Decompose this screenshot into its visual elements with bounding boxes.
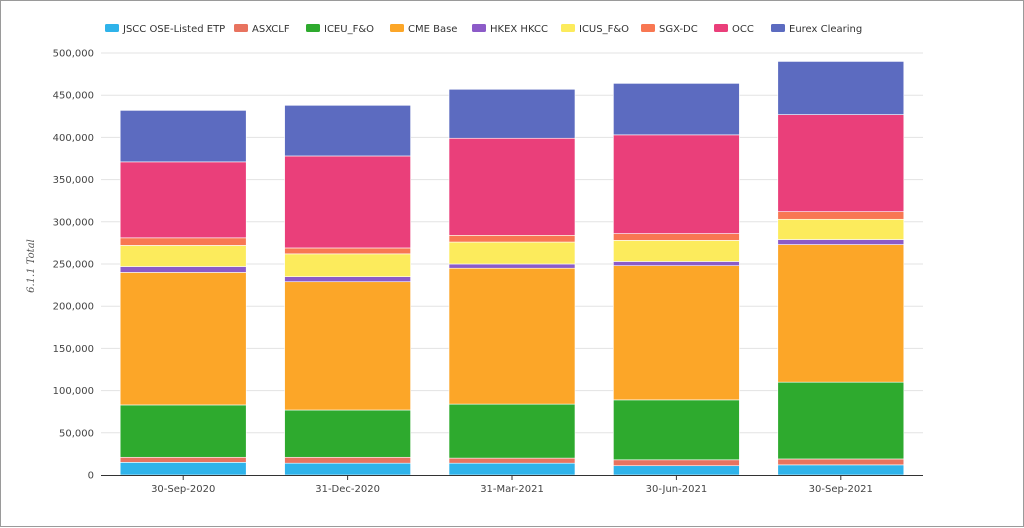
bar-segment bbox=[119, 456, 247, 463]
bar-segment bbox=[448, 241, 576, 265]
y-tick-label: 200,000 bbox=[53, 302, 94, 313]
legend-swatch bbox=[771, 24, 785, 32]
bar-segment bbox=[284, 155, 411, 249]
y-tick-label: 450,000 bbox=[53, 91, 94, 102]
bar-segment bbox=[777, 211, 905, 220]
bar-segment bbox=[119, 237, 247, 246]
bar-segment bbox=[613, 459, 740, 467]
legend-item: ICUS_F&O bbox=[561, 24, 629, 35]
x-tick-label: 31-Mar-2021 bbox=[480, 484, 544, 495]
bar-segment bbox=[284, 253, 411, 277]
x-tick-label: 31-Dec-2020 bbox=[315, 484, 380, 495]
legend-label: SGX-DC bbox=[659, 24, 698, 35]
bar-segment bbox=[777, 244, 905, 383]
bar-segment bbox=[613, 233, 740, 241]
y-tick-label: 300,000 bbox=[53, 217, 94, 228]
axes: 0 50,000 100,000 150,000 200,000 250,000 300,0… bbox=[53, 49, 923, 495]
y-tick-label: 400,000 bbox=[53, 133, 94, 144]
bar-segment bbox=[613, 465, 740, 476]
bar-segment bbox=[119, 272, 247, 406]
y-tick-label: 350,000 bbox=[53, 175, 94, 186]
bar-segment bbox=[284, 409, 411, 458]
legend-label: Eurex Clearing bbox=[789, 24, 862, 35]
bar-segment bbox=[777, 381, 905, 460]
bar-segment bbox=[613, 399, 740, 461]
legend-swatch bbox=[472, 24, 486, 32]
bar-segment bbox=[448, 403, 576, 459]
bar-segment bbox=[613, 265, 740, 401]
legend-swatch bbox=[234, 24, 248, 32]
bar-segment bbox=[777, 464, 905, 476]
bar-segment bbox=[284, 462, 411, 476]
bar-segment bbox=[777, 239, 905, 245]
legend-label: ICUS_F&O bbox=[579, 24, 629, 35]
bar-segment bbox=[448, 263, 576, 269]
x-tick-label: 30-Sep-2021 bbox=[809, 484, 873, 495]
legend-swatch bbox=[306, 24, 320, 32]
legend-swatch bbox=[561, 24, 575, 32]
y-tick-label: 50,000 bbox=[59, 428, 94, 439]
bar-segment bbox=[119, 462, 247, 476]
legend-item: CME Base bbox=[390, 24, 457, 35]
legend-item: JSCC OSE-Listed ETP bbox=[105, 24, 225, 35]
y-axis-label: 6.1.1 Total bbox=[26, 239, 37, 293]
bar-segment bbox=[119, 245, 247, 267]
bar-segment bbox=[777, 218, 905, 240]
bar-segment bbox=[777, 61, 905, 115]
legend-label: ASXCLF bbox=[252, 24, 290, 35]
bar-segment bbox=[777, 458, 905, 466]
legend-label: ICEU_F&O bbox=[324, 24, 374, 35]
bar-segment bbox=[284, 276, 411, 283]
bar-segment bbox=[448, 457, 576, 464]
bar-segment bbox=[284, 105, 411, 157]
y-tick-label: 500,000 bbox=[53, 49, 94, 60]
bar-segment bbox=[284, 281, 411, 411]
legend-label: JSCC OSE-Listed ETP bbox=[122, 24, 225, 35]
bars bbox=[119, 61, 905, 476]
bar-segment bbox=[613, 261, 740, 266]
legend-swatch bbox=[390, 24, 404, 32]
bar-segment bbox=[119, 404, 247, 458]
legend-label: HKEX HKCC bbox=[490, 24, 548, 35]
legend-swatch bbox=[714, 24, 728, 32]
legend-label: OCC bbox=[732, 24, 754, 35]
bar-segment bbox=[613, 134, 740, 234]
legend-item: Eurex Clearing bbox=[771, 24, 862, 35]
bar-segment bbox=[448, 137, 576, 236]
legend-label: CME Base bbox=[408, 24, 457, 35]
x-tick-label: 30-Jun-2021 bbox=[646, 484, 708, 495]
bar-segment bbox=[448, 462, 576, 476]
bar-segment bbox=[448, 235, 576, 243]
bar-segment bbox=[284, 247, 411, 255]
legend-swatch bbox=[105, 24, 119, 32]
bar-segment bbox=[448, 267, 576, 405]
bar-segment bbox=[448, 88, 576, 139]
bar-segment bbox=[613, 83, 740, 136]
legend: JSCC OSE-Listed ETP ASXCLF ICEU_F&O CME Bas… bbox=[105, 24, 862, 35]
legend-item: ASXCLF bbox=[234, 24, 290, 35]
bar-segment bbox=[613, 240, 740, 262]
bar-segment bbox=[284, 456, 411, 464]
y-tick-label: 0 bbox=[88, 471, 94, 482]
y-tick-label: 250,000 bbox=[53, 260, 94, 271]
bar-segment bbox=[119, 266, 247, 273]
legend-item: HKEX HKCC bbox=[472, 24, 548, 35]
legend-item: OCC bbox=[714, 24, 754, 35]
y-tick-label: 150,000 bbox=[53, 344, 94, 355]
bar-segment bbox=[119, 161, 247, 239]
x-tick-label: 30-Sep-2020 bbox=[151, 484, 215, 495]
bar-segment bbox=[119, 110, 247, 163]
bar-segment bbox=[777, 114, 905, 212]
legend-item: SGX-DC bbox=[641, 24, 698, 35]
legend-swatch bbox=[641, 24, 655, 32]
y-tick-label: 100,000 bbox=[53, 386, 94, 397]
legend-item: ICEU_F&O bbox=[306, 24, 374, 35]
